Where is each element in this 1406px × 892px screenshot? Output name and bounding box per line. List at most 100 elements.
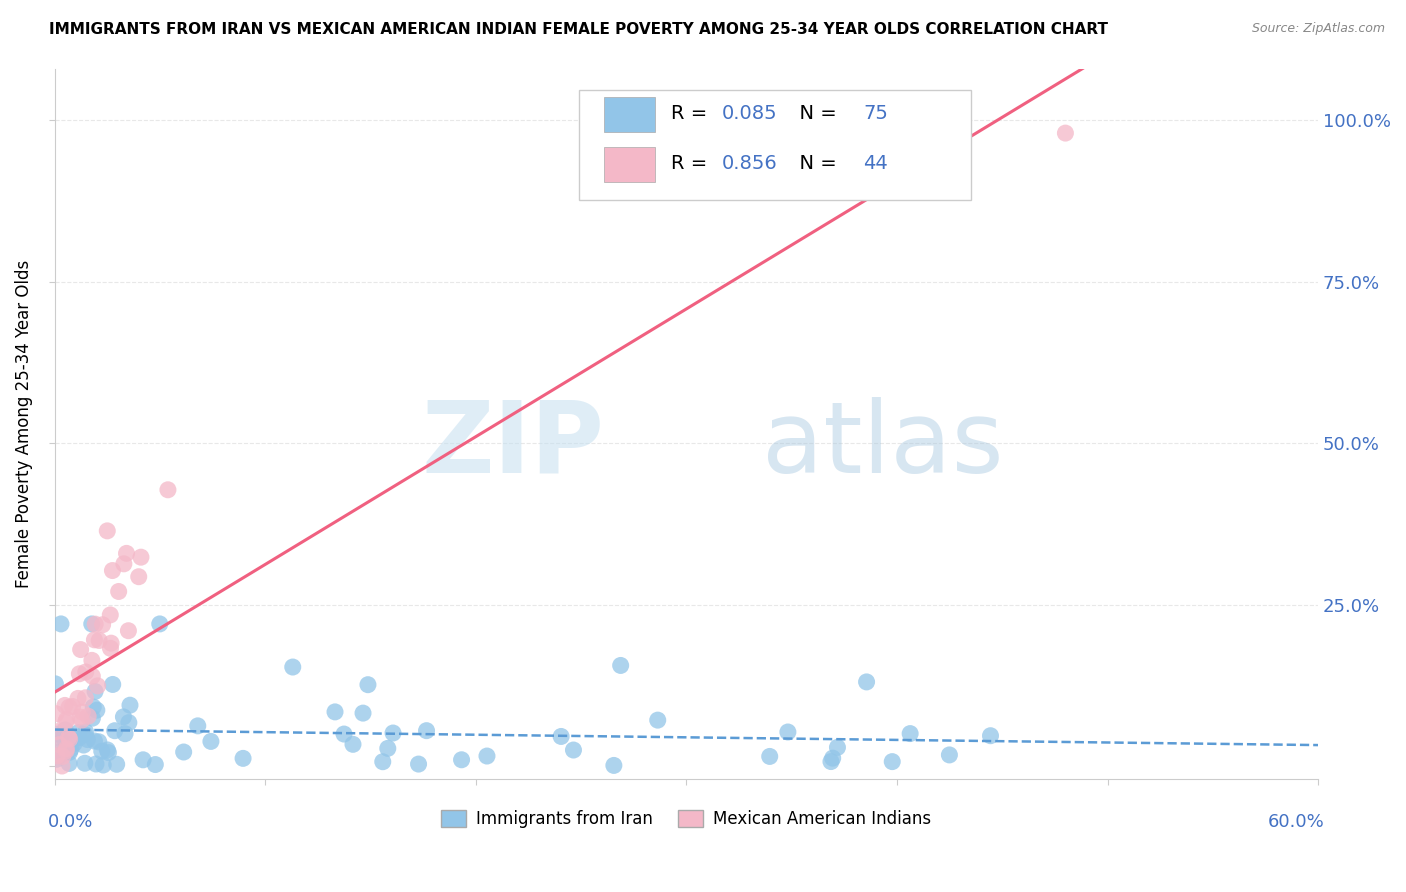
Point xyxy=(80,616,103,631)
Point xyxy=(62,699,84,714)
Point xyxy=(84,684,107,698)
Point xyxy=(72,738,94,752)
Point xyxy=(647,713,669,727)
Text: 0.085: 0.085 xyxy=(721,103,778,123)
Point xyxy=(97,746,120,760)
Point xyxy=(342,737,364,751)
Point xyxy=(52,731,75,745)
Point xyxy=(52,749,75,764)
Point xyxy=(89,633,111,648)
Point xyxy=(51,747,73,762)
Point xyxy=(475,749,498,764)
Point xyxy=(58,745,80,759)
Point xyxy=(149,616,172,631)
Point xyxy=(45,724,67,739)
Point xyxy=(70,705,93,719)
Point xyxy=(382,726,405,740)
Point xyxy=(67,725,90,739)
Point xyxy=(115,546,138,560)
Text: R =: R = xyxy=(671,103,714,123)
Point xyxy=(90,744,112,758)
Text: atlas: atlas xyxy=(762,397,1004,493)
Point xyxy=(76,732,98,747)
Point xyxy=(371,755,394,769)
Point xyxy=(187,719,209,733)
Text: IMMIGRANTS FROM IRAN VS MEXICAN AMERICAN INDIAN FEMALE POVERTY AMONG 25-34 YEAR : IMMIGRANTS FROM IRAN VS MEXICAN AMERICAN… xyxy=(49,22,1108,37)
Text: R =: R = xyxy=(671,153,714,172)
Legend: Immigrants from Iran, Mexican American Indians: Immigrants from Iran, Mexican American I… xyxy=(434,803,938,835)
Point xyxy=(408,757,430,772)
Point xyxy=(91,758,114,772)
Point xyxy=(173,745,195,759)
Point xyxy=(112,557,135,571)
Point xyxy=(86,679,108,693)
Point xyxy=(898,726,921,740)
Point xyxy=(105,757,128,772)
Point xyxy=(200,734,222,748)
Point xyxy=(100,641,122,656)
Point xyxy=(48,738,70,752)
Point xyxy=(59,732,82,747)
Point xyxy=(83,734,105,748)
Point xyxy=(232,751,254,765)
Point xyxy=(143,757,166,772)
Point xyxy=(75,665,97,679)
Text: ZIP: ZIP xyxy=(422,397,605,493)
Text: 0.856: 0.856 xyxy=(721,153,778,172)
Point xyxy=(80,653,103,667)
Point xyxy=(450,753,472,767)
Point xyxy=(1054,126,1077,140)
Point xyxy=(82,700,104,714)
Point xyxy=(855,674,877,689)
Point xyxy=(51,759,73,773)
Point xyxy=(118,715,141,730)
Point xyxy=(107,584,129,599)
Point xyxy=(55,744,77,758)
Text: N =: N = xyxy=(787,103,844,123)
Point xyxy=(352,706,374,720)
Point xyxy=(114,727,136,741)
Point xyxy=(58,731,80,745)
Text: 44: 44 xyxy=(863,153,889,172)
Point xyxy=(357,678,380,692)
Point xyxy=(550,730,572,744)
Point xyxy=(96,524,118,538)
Point xyxy=(415,723,437,738)
Point xyxy=(821,751,844,765)
Point xyxy=(67,666,90,681)
Point xyxy=(77,709,100,723)
Point xyxy=(48,727,70,741)
Text: N =: N = xyxy=(787,153,844,172)
Point xyxy=(117,624,139,638)
Text: Source: ZipAtlas.com: Source: ZipAtlas.com xyxy=(1251,22,1385,36)
Point xyxy=(609,658,631,673)
Point xyxy=(101,564,124,578)
Point xyxy=(55,741,77,756)
Point xyxy=(45,706,67,721)
Point xyxy=(96,743,118,757)
Point xyxy=(48,731,70,746)
Point xyxy=(156,483,179,497)
Point xyxy=(45,752,67,766)
Point xyxy=(48,745,70,759)
FancyBboxPatch shape xyxy=(605,146,655,182)
Point xyxy=(53,698,76,713)
Point xyxy=(758,749,780,764)
Point xyxy=(377,741,399,756)
Point xyxy=(73,727,96,741)
FancyBboxPatch shape xyxy=(579,90,970,200)
Point xyxy=(84,756,107,771)
Point xyxy=(128,570,150,584)
Point xyxy=(562,743,585,757)
Point xyxy=(69,642,91,657)
Point xyxy=(91,617,114,632)
Point xyxy=(75,724,97,739)
Point xyxy=(84,617,107,632)
Point xyxy=(333,727,356,741)
Point xyxy=(58,756,80,771)
Point xyxy=(58,700,80,714)
Point xyxy=(69,710,91,724)
Y-axis label: Female Poverty Among 25-34 Year Olds: Female Poverty Among 25-34 Year Olds xyxy=(15,260,32,588)
Point xyxy=(603,758,626,772)
Point xyxy=(55,715,77,730)
